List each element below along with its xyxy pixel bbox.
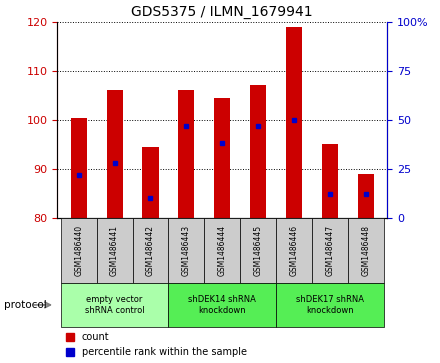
Bar — [143, 147, 158, 218]
Bar — [286, 26, 302, 218]
Bar — [61, 218, 97, 283]
Text: GSM1486440: GSM1486440 — [74, 225, 83, 276]
Bar — [214, 98, 230, 218]
Title: GDS5375 / ILMN_1679941: GDS5375 / ILMN_1679941 — [132, 5, 313, 19]
Bar — [348, 218, 384, 283]
Bar — [169, 218, 204, 283]
Text: protocol: protocol — [4, 300, 47, 310]
Bar — [250, 85, 266, 218]
Text: GSM1486447: GSM1486447 — [325, 225, 334, 276]
Bar — [204, 218, 240, 283]
Bar — [97, 218, 132, 283]
Text: empty vector
shRNA control: empty vector shRNA control — [85, 295, 144, 315]
Bar — [358, 174, 374, 218]
Bar — [240, 218, 276, 283]
Bar — [169, 283, 276, 327]
Text: GSM1486444: GSM1486444 — [218, 225, 227, 276]
Bar — [322, 144, 338, 218]
Bar — [132, 218, 169, 283]
Bar — [276, 283, 384, 327]
Bar — [106, 90, 123, 218]
Legend: count, percentile rank within the sample: count, percentile rank within the sample — [62, 329, 250, 361]
Text: GSM1486443: GSM1486443 — [182, 225, 191, 276]
Text: GSM1486441: GSM1486441 — [110, 225, 119, 276]
Bar — [178, 90, 194, 218]
Text: GSM1486442: GSM1486442 — [146, 225, 155, 276]
Text: GSM1486445: GSM1486445 — [253, 225, 263, 276]
Bar — [312, 218, 348, 283]
Text: GSM1486448: GSM1486448 — [361, 225, 370, 276]
Text: shDEK17 shRNA
knockdown: shDEK17 shRNA knockdown — [296, 295, 364, 315]
Text: shDEK14 shRNA
knockdown: shDEK14 shRNA knockdown — [188, 295, 256, 315]
Text: GSM1486446: GSM1486446 — [290, 225, 298, 276]
Bar — [276, 218, 312, 283]
Bar — [71, 118, 87, 218]
Bar — [61, 283, 169, 327]
